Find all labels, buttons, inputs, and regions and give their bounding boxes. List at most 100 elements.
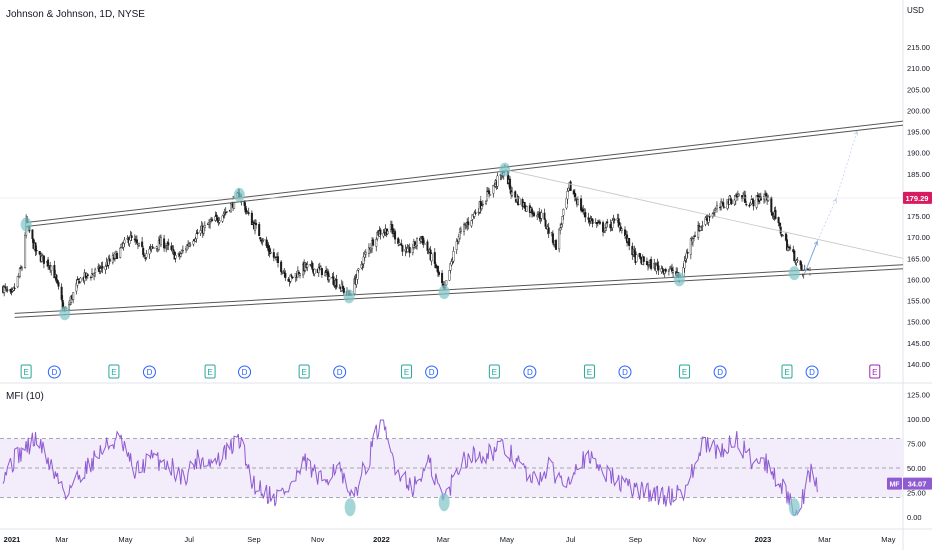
time-tick-label: Mar: [818, 535, 831, 544]
candle-body: [784, 233, 787, 241]
dividend-marker-label: D: [51, 368, 57, 377]
earnings-marker-shape[interactable]: [204, 364, 216, 379]
dividend-marker-shape[interactable]: [47, 365, 61, 379]
candle-body: [547, 227, 550, 234]
dividend-marker-shape[interactable]: [425, 365, 439, 379]
candle-body: [565, 198, 568, 209]
candle-body: [770, 197, 773, 213]
earnings-marker-shape[interactable]: [298, 364, 310, 379]
candle-body: [143, 255, 146, 257]
candle-body: [455, 241, 458, 250]
time-tick-label: Nov: [311, 535, 325, 544]
candle-body: [474, 212, 477, 214]
candle-body: [604, 227, 607, 231]
dividend-marker-shape[interactable]: [805, 365, 819, 379]
candle-body: [357, 268, 360, 271]
candle-body: [116, 253, 119, 259]
candle-body: [584, 212, 587, 218]
candle-body: [394, 231, 397, 240]
candle-body: [342, 287, 345, 294]
dividend-marker-shape[interactable]: [333, 365, 347, 379]
indicator-tick-label: 100.00: [907, 415, 930, 424]
candle-body: [372, 239, 375, 246]
earnings-marker-shape[interactable]: [781, 364, 793, 379]
time-tick-label: May: [500, 535, 514, 544]
last-price-rect: [903, 191, 932, 204]
earnings-marker-shape[interactable]: [679, 364, 691, 379]
earnings-marker-shape[interactable]: [108, 364, 120, 379]
candle-body: [401, 245, 404, 252]
candle-body: [229, 203, 232, 213]
candle-body: [172, 249, 175, 252]
candle-body: [408, 247, 411, 254]
candle-body: [386, 230, 389, 235]
dividend-marker-shape[interactable]: [618, 365, 632, 379]
time-axis-ticks: 2021 Mar May Jul Sep Nov 2022 Mar May Jul Sep Nov 20…: [4, 535, 896, 544]
candle-body: [685, 252, 688, 259]
price-tick-label: 175.00: [907, 212, 930, 221]
time-tick-label: 2021: [4, 535, 21, 544]
candle-body: [255, 222, 258, 226]
earnings-marker-shape[interactable]: [401, 364, 413, 379]
candle-body: [441, 272, 444, 284]
candle-body: [452, 250, 455, 262]
candle-body: [489, 194, 492, 196]
dividend-marker-label: D: [429, 368, 435, 377]
candle-body: [635, 254, 638, 262]
candle-body: [94, 269, 97, 274]
candle-body: [353, 278, 356, 294]
candle-body: [750, 199, 753, 204]
candle-body: [669, 267, 672, 269]
candle-body: [481, 203, 484, 206]
time-tick-label: Sep: [247, 535, 260, 544]
candle-body: [486, 191, 489, 202]
price-tick-label: 160.00: [907, 275, 930, 284]
touch-highlights: [20, 162, 800, 321]
candle-body: [101, 266, 104, 269]
candle-body: [280, 261, 283, 272]
mfi-line: [2, 419, 818, 516]
candle-body: [484, 201, 487, 205]
candle-body: [708, 216, 711, 218]
candle-body: [406, 248, 409, 252]
projection-arrowhead: [853, 130, 859, 136]
candle-body: [283, 271, 286, 274]
candle-body: [657, 265, 660, 271]
candle-body: [701, 225, 704, 227]
touch-highlight: [233, 187, 245, 202]
price-tick-label: 195.00: [907, 128, 930, 137]
candle-body: [496, 175, 499, 187]
dividend-marker-shape[interactable]: [238, 365, 252, 379]
candle-body: [93, 273, 96, 276]
candle-body: [261, 241, 264, 243]
price-tick-label: 140.00: [907, 360, 930, 369]
earnings-marker-shape[interactable]: [488, 364, 500, 379]
price-tick-label: 165.00: [907, 254, 930, 263]
mfi-touch-highlight: [788, 498, 800, 517]
earnings-marker-shape[interactable]: [583, 364, 595, 379]
dividend-marker-shape[interactable]: [142, 365, 156, 379]
candle-body: [569, 181, 572, 192]
candle-body: [165, 246, 168, 249]
candle-body: [290, 275, 293, 277]
dividend-marker-shape[interactable]: [523, 365, 537, 379]
channel-lower-b: [14, 268, 904, 318]
dividend-marker-shape[interactable]: [713, 365, 727, 379]
candle-body: [650, 259, 653, 269]
price-tick-label: 155.00: [907, 297, 930, 306]
last-price-text: 179.29: [906, 194, 929, 203]
mfi-value-rect: [903, 477, 932, 490]
candle-body: [433, 252, 436, 264]
candle-body: [598, 221, 601, 224]
earnings-marker-shape[interactable]: [20, 364, 32, 379]
time-tick-label: Nov: [693, 535, 707, 544]
candle-body: [536, 215, 539, 217]
candle-body: [90, 273, 93, 278]
candle-body: [259, 237, 262, 240]
candle-body: [667, 270, 670, 272]
candle-body: [258, 224, 261, 237]
earnings-marker-shape[interactable]: [869, 364, 881, 379]
candle-body: [218, 220, 221, 223]
